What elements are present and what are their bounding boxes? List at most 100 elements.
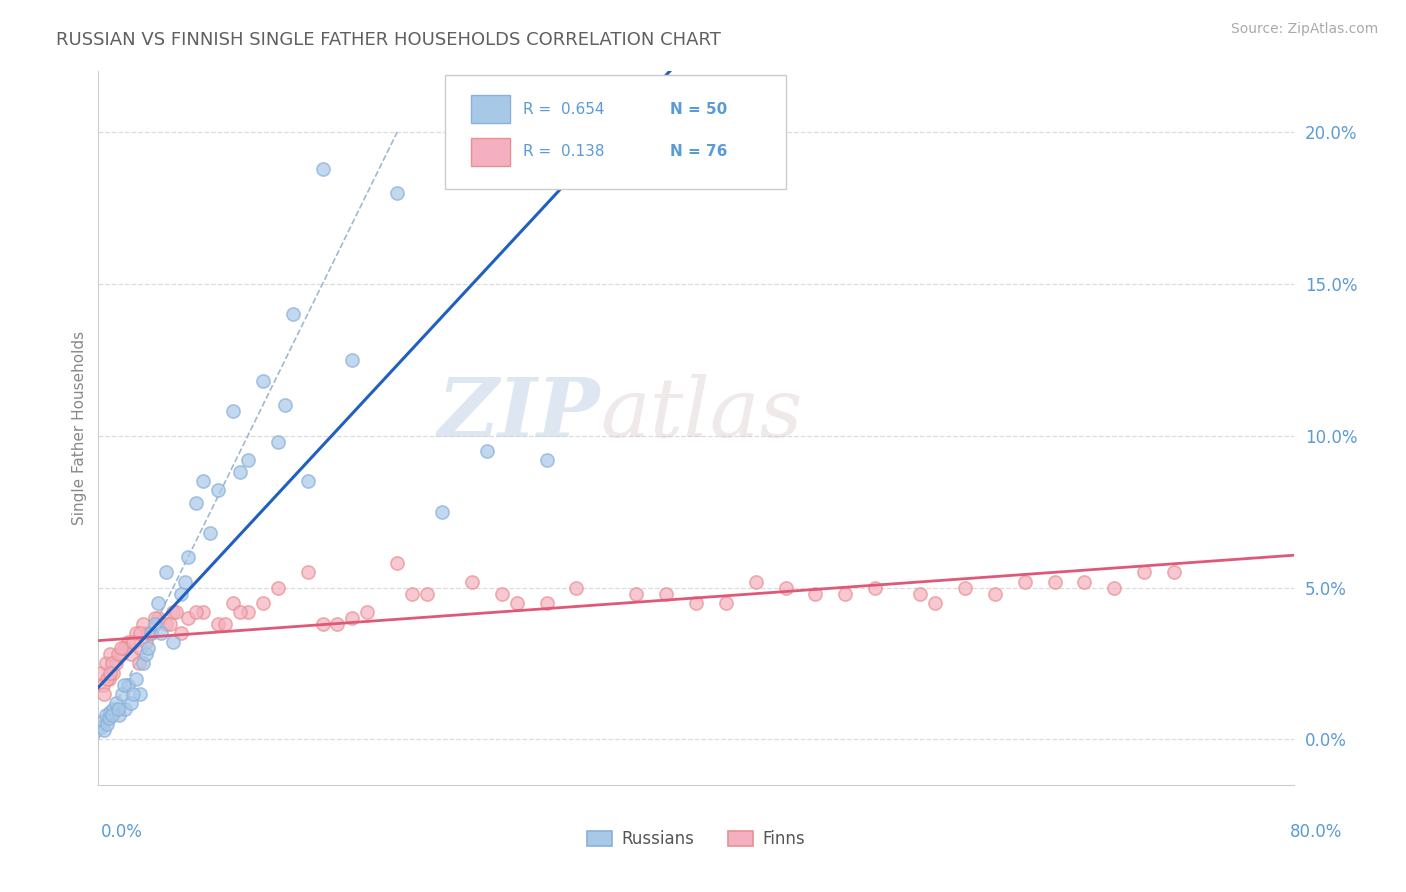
Point (155, 566, 177, 580)
Point (110, 641, 132, 656)
Point (112, 641, 135, 656)
Point (94, 657, 117, 671)
Point (491, 587, 513, 601)
Point (1163, 566, 1185, 580)
Text: ZIP: ZIP (437, 374, 600, 454)
Point (117, 635, 139, 649)
Text: R =  0.654: R = 0.654 (523, 102, 605, 117)
Point (132, 617, 155, 632)
Point (105, 657, 128, 671)
Point (536, 596, 558, 610)
Point (274, 398, 297, 412)
Text: 0.0%: 0.0% (101, 822, 143, 840)
Point (90, 665, 112, 680)
Point (129, 626, 152, 640)
Point (107, 648, 129, 662)
Point (461, 574, 484, 589)
Point (148, 611, 170, 625)
Point (103, 665, 125, 680)
Text: N = 50: N = 50 (669, 102, 727, 117)
Point (416, 587, 439, 601)
Legend: Russians, Finns: Russians, Finns (579, 824, 813, 855)
Point (430, 505, 453, 519)
Point (91, 678, 114, 692)
Point (121, 687, 143, 701)
Point (311, 161, 333, 176)
Point (129, 687, 152, 701)
Point (252, 374, 274, 388)
Point (229, 465, 252, 479)
Point (94, 708, 117, 723)
Point (1073, 574, 1095, 589)
Point (112, 678, 135, 692)
Point (356, 605, 378, 619)
Point (177, 550, 200, 565)
Text: R =  0.138: R = 0.138 (523, 145, 605, 160)
Point (98, 648, 122, 662)
Point (105, 696, 128, 710)
Point (114, 641, 136, 656)
Point (865, 581, 887, 595)
Point (98, 665, 122, 680)
FancyBboxPatch shape (471, 95, 509, 123)
Point (385, 556, 409, 570)
Point (191, 475, 214, 489)
Point (159, 617, 181, 632)
Point (136, 641, 159, 656)
Point (90, 720, 112, 734)
Point (1014, 574, 1036, 589)
Point (626, 587, 648, 601)
Point (385, 186, 409, 200)
Point (150, 626, 173, 640)
Point (1104, 581, 1126, 595)
Point (745, 574, 768, 589)
Point (536, 453, 558, 467)
Point (103, 702, 125, 716)
Point (143, 617, 166, 632)
Point (1133, 566, 1156, 580)
Point (108, 708, 131, 723)
Point (311, 617, 333, 632)
Point (908, 587, 931, 601)
Point (117, 678, 139, 692)
Point (655, 587, 678, 601)
Point (326, 617, 349, 632)
Point (1043, 574, 1066, 589)
Point (342, 352, 364, 367)
Y-axis label: Single Father Households: Single Father Households (72, 331, 87, 525)
Point (93, 687, 115, 701)
Point (169, 587, 191, 601)
Point (148, 596, 170, 610)
Point (101, 657, 124, 671)
Point (97, 672, 120, 686)
Point (111, 687, 134, 701)
Point (93, 723, 115, 738)
Point (135, 635, 157, 649)
Point (155, 617, 177, 632)
Point (120, 648, 142, 662)
Point (565, 581, 588, 595)
Point (125, 672, 148, 686)
Point (129, 641, 152, 656)
Point (135, 648, 157, 662)
Point (165, 605, 187, 619)
Point (207, 617, 229, 632)
Point (342, 611, 364, 625)
Point (252, 596, 274, 610)
Text: atlas: atlas (600, 374, 803, 454)
Point (924, 596, 946, 610)
Point (125, 626, 148, 640)
Point (97, 711, 120, 725)
Point (200, 525, 222, 540)
Point (162, 635, 184, 649)
Point (775, 581, 797, 595)
Point (191, 605, 214, 619)
Point (222, 596, 245, 610)
Point (143, 611, 166, 625)
Point (132, 657, 155, 671)
Point (169, 626, 191, 640)
FancyBboxPatch shape (446, 75, 786, 189)
Point (91, 714, 114, 729)
FancyBboxPatch shape (471, 137, 509, 166)
Point (120, 696, 142, 710)
